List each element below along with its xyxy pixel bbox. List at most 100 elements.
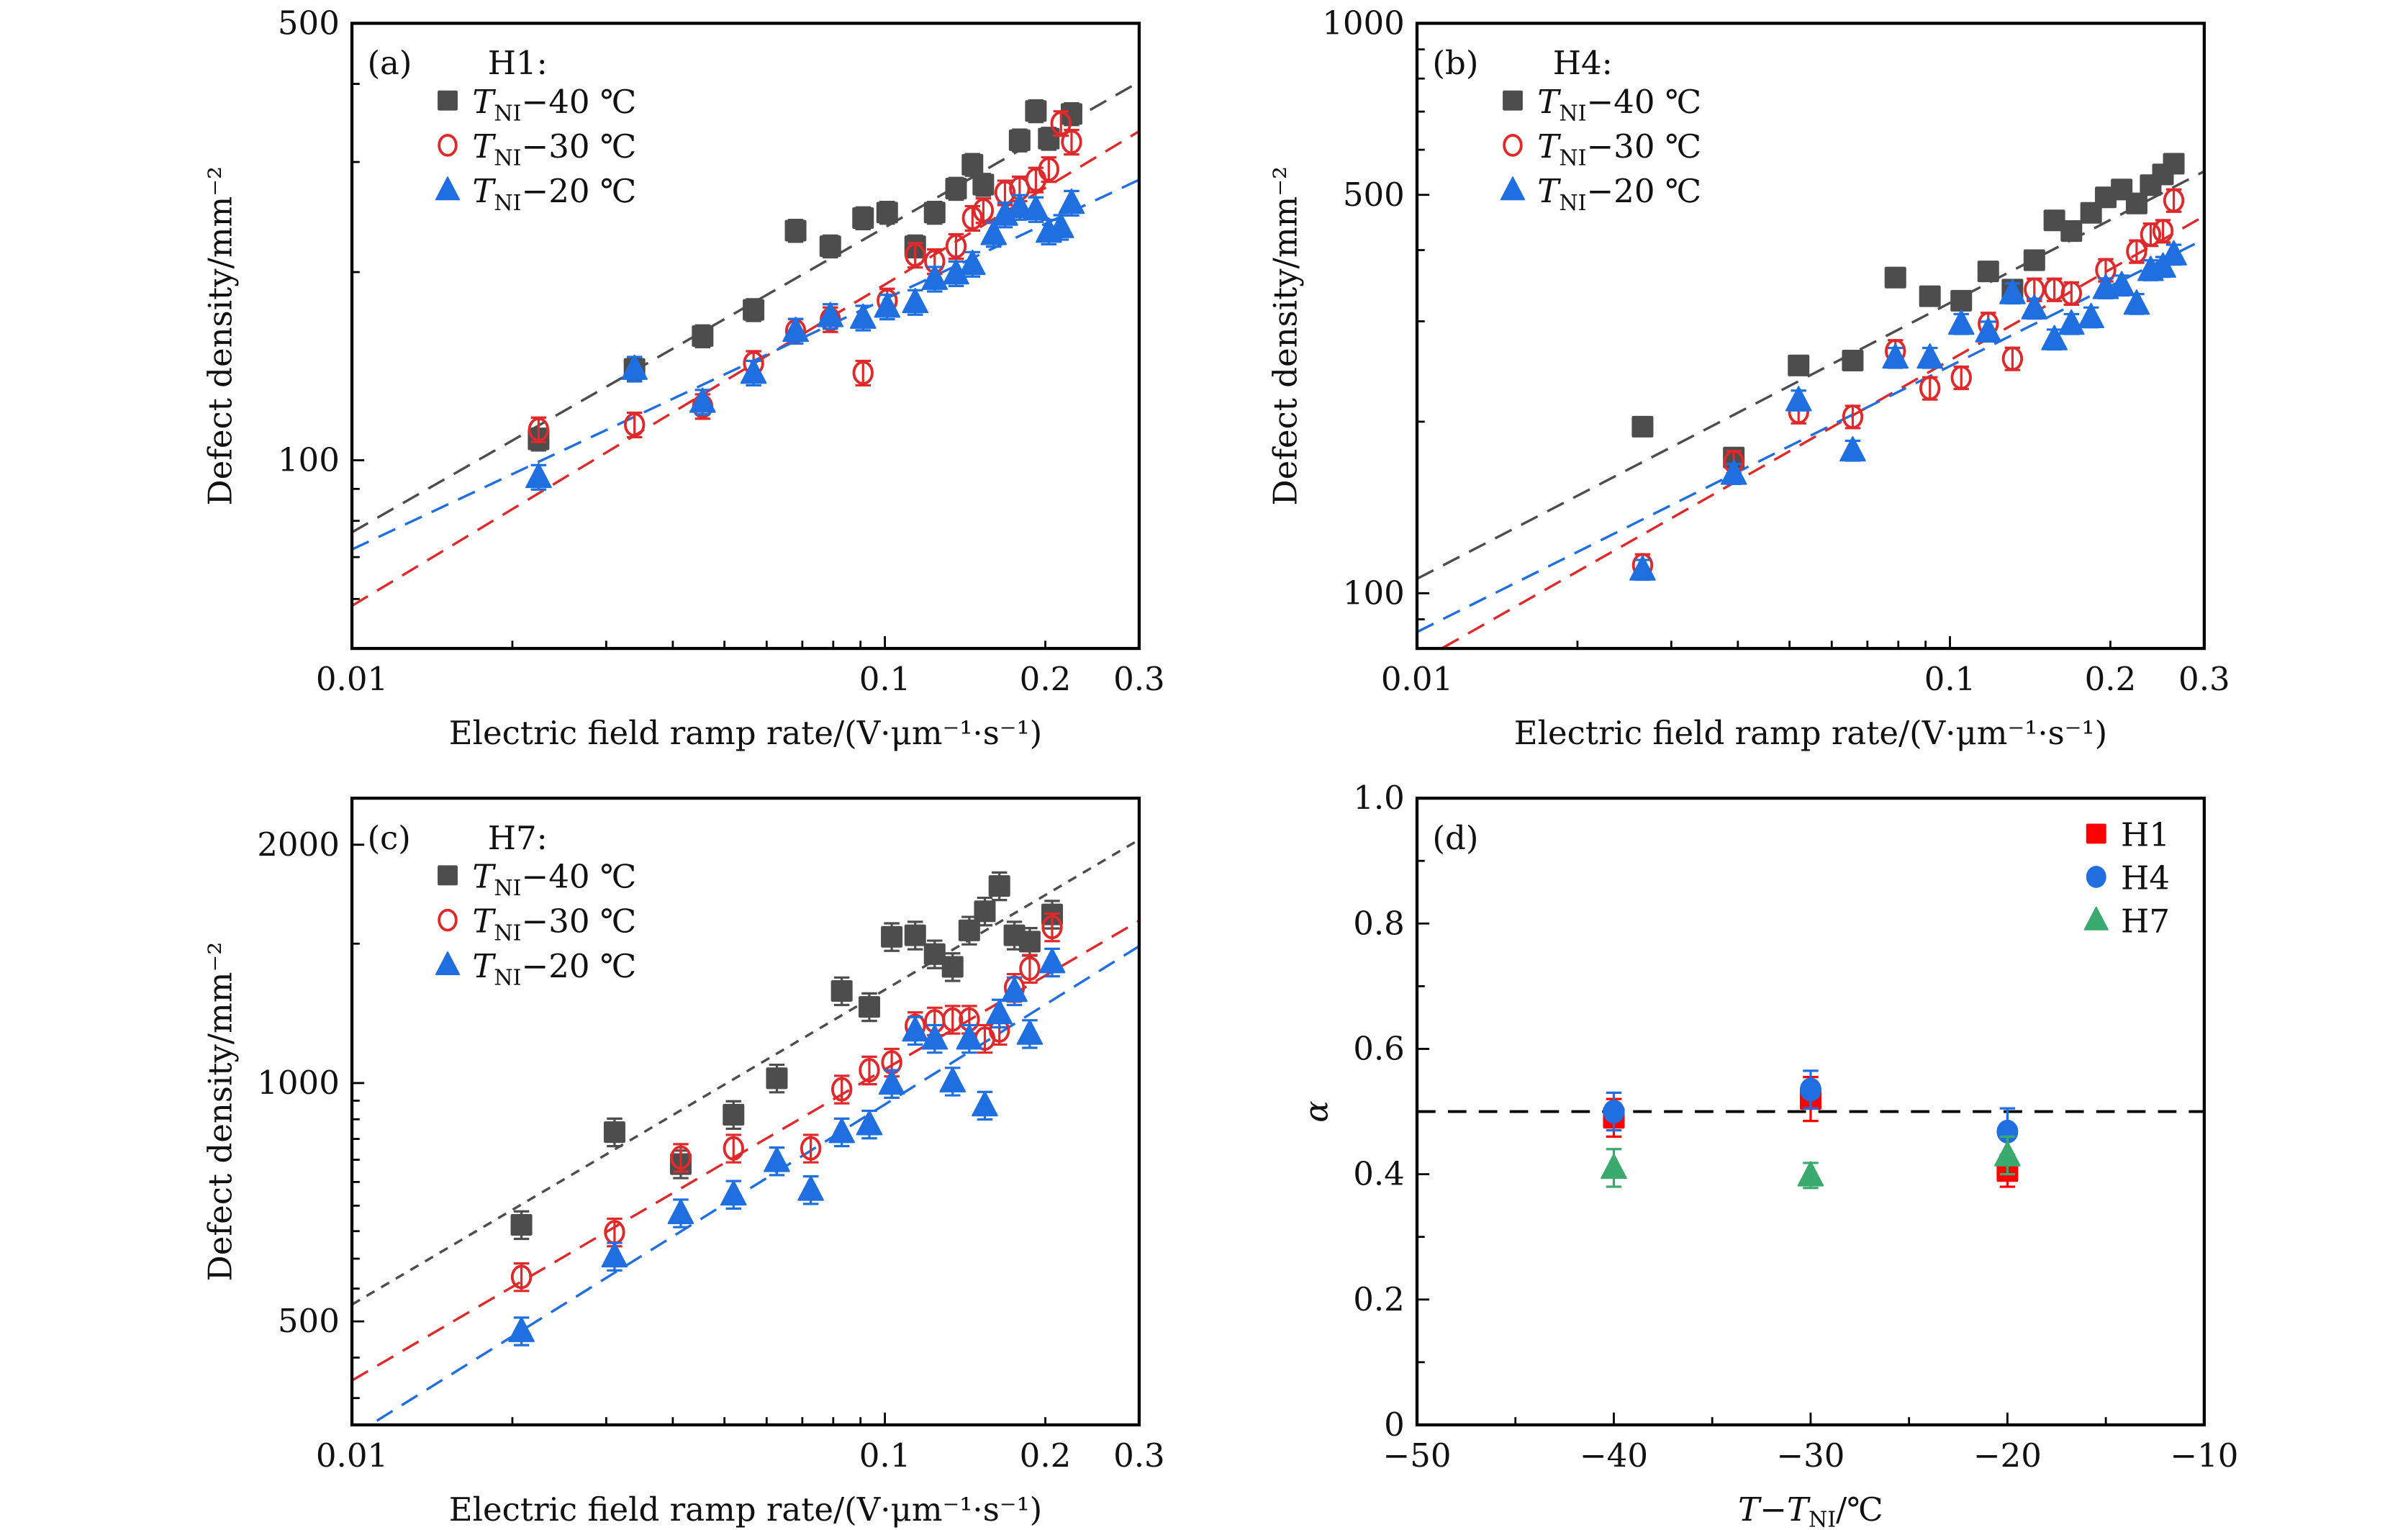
legend-title: H1: xyxy=(488,44,548,82)
data-point xyxy=(1603,1100,1625,1124)
data-point xyxy=(849,303,877,329)
y-tick-label: 1000 xyxy=(257,1064,340,1102)
data-point xyxy=(603,1121,625,1144)
panel-tag: (d) xyxy=(1432,819,1478,857)
data-point xyxy=(1882,343,1909,369)
plot-frame xyxy=(350,22,1141,651)
x-tick-label: −30 xyxy=(1776,1436,1845,1475)
y-axis-label: Defect density/mm⁻² xyxy=(202,942,240,1282)
plot-area xyxy=(352,838,1139,1425)
x-tick-label: −10 xyxy=(2170,1436,2238,1475)
data-point xyxy=(670,1145,692,1170)
legend-label-sub: NI xyxy=(1559,191,1586,216)
series-0 xyxy=(510,871,1064,1241)
panel-a: 0.01 0.1 0.2 0.3 100 500 Electric field ramp r… xyxy=(202,4,1165,752)
data-point xyxy=(528,417,550,442)
x-axis-label: Electric field ramp rate/(V·μm⁻¹·s⁻¹) xyxy=(449,714,1042,752)
series-2 xyxy=(525,189,1085,491)
legend-label-rest: −30 ℃ xyxy=(522,902,637,941)
data-point xyxy=(2060,220,2083,243)
data-point xyxy=(830,980,853,1002)
data-point xyxy=(1919,285,1941,307)
data-point xyxy=(1019,956,1041,981)
legend-label: TNI−30 ℃ xyxy=(472,902,636,946)
data-point xyxy=(2160,240,2187,266)
x-tick-label: 0.2 xyxy=(2085,660,2137,698)
data-point xyxy=(743,299,765,321)
legend-label: TNI−30 ℃ xyxy=(1537,127,1701,171)
data-point xyxy=(819,235,841,258)
data-point xyxy=(921,264,949,290)
legend-marker xyxy=(438,90,458,111)
data-point xyxy=(945,178,967,200)
data-point xyxy=(508,1316,535,1342)
data-point xyxy=(817,302,844,327)
legend-label: TNI−40 ℃ xyxy=(1537,83,1701,127)
legend: H1 H4 H7 xyxy=(2083,816,2170,941)
data-point xyxy=(1842,350,1864,372)
axis-ticks xyxy=(1416,48,2206,650)
x-label-part: − xyxy=(1760,1490,1787,1529)
legend-marker xyxy=(2086,823,2106,844)
y-tick-label: 1000 xyxy=(1322,4,1405,42)
legend-marker xyxy=(1500,176,1526,201)
data-point xyxy=(2125,192,2147,214)
data-point xyxy=(1631,415,1654,438)
data-point xyxy=(923,943,946,965)
data-point xyxy=(604,1220,625,1245)
y-tick-label: 500 xyxy=(278,4,340,42)
data-point xyxy=(1041,915,1063,940)
data-point xyxy=(1799,1077,1821,1102)
data-point xyxy=(1601,1153,1627,1180)
legend-label: TNI−20 ℃ xyxy=(472,172,636,216)
data-point xyxy=(1038,127,1060,150)
y-axis-label: Defect density/mm⁻² xyxy=(202,166,240,506)
x-axis-label: Electric field ramp rate/(V·μm⁻¹·s⁻¹) xyxy=(1514,714,2107,752)
series-0 xyxy=(1631,153,2185,468)
data-point xyxy=(2023,249,2045,271)
legend-label-main: T xyxy=(472,902,496,941)
y-tick-label: 0 xyxy=(1384,1405,1405,1444)
legend-label: H1 xyxy=(2121,816,2170,854)
x-axis-label: Electric field ramp rate/(V·μm⁻¹·s⁻¹) xyxy=(449,1490,1042,1529)
x-tick-label: 0.3 xyxy=(1113,1436,1165,1475)
data-point xyxy=(800,1136,822,1161)
data-point xyxy=(959,249,986,276)
legend-label-main: T xyxy=(472,858,496,896)
legend-label-sub: NI xyxy=(494,966,521,991)
legend-label-rest: −40 ℃ xyxy=(522,83,637,121)
legend-marker xyxy=(438,133,458,157)
x-label-part: T xyxy=(1738,1490,1762,1529)
data-point xyxy=(1977,261,1999,283)
x-tick-label: 0.01 xyxy=(316,1436,388,1475)
data-point xyxy=(876,202,898,224)
data-point xyxy=(1919,376,1941,401)
legend-title: H4: xyxy=(1553,44,1613,82)
plot-area xyxy=(352,81,1139,607)
x-tick-label: 0.2 xyxy=(1020,1436,1072,1475)
data-point xyxy=(1975,317,2002,343)
legend-label-rest: −40 ℃ xyxy=(522,858,637,896)
data-point xyxy=(1001,977,1028,1002)
x-tick-label: 0.2 xyxy=(1020,660,1072,698)
data-point xyxy=(1916,343,1944,369)
data-point xyxy=(623,412,646,438)
data-point xyxy=(525,462,552,489)
x-tick-label: 0.1 xyxy=(1924,660,1976,698)
data-point xyxy=(923,202,946,224)
data-point xyxy=(1060,103,1082,125)
data-point xyxy=(856,1110,883,1136)
data-point xyxy=(874,292,901,318)
data-point xyxy=(621,354,648,380)
data-point xyxy=(1050,111,1072,136)
data-point xyxy=(723,1136,744,1161)
data-point xyxy=(972,173,995,196)
data-point xyxy=(797,1175,824,1201)
legend-label-main: T xyxy=(472,127,496,166)
legend-marker xyxy=(435,951,461,976)
legend-label-rest: −20 ℃ xyxy=(1586,172,1701,210)
data-point xyxy=(1947,309,1975,335)
